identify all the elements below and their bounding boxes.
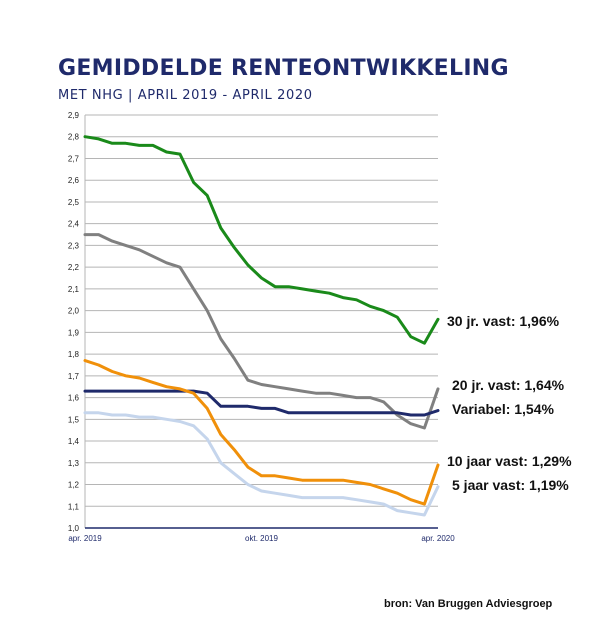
series-end-label-10jaar: 10 jaar vast: 1,29%: [447, 453, 572, 469]
source-note: bron: Van Bruggen Adviesgroep: [384, 598, 553, 610]
y-tick-label: 1,1: [68, 502, 80, 511]
y-tick-label: 2,0: [68, 307, 80, 316]
series-end-label-30jr: 30 jr. vast: 1,96%: [447, 313, 560, 329]
y-tick-label: 1,9: [68, 328, 80, 337]
y-tick-label: 2,7: [68, 154, 80, 163]
series-line-5-jaar-vast: [83, 411, 440, 517]
y-tick-label: 1,3: [68, 459, 80, 468]
y-tick-label: 2,4: [68, 220, 80, 229]
y-tick-label: 1,0: [68, 524, 80, 533]
y-tick-label: 2,6: [68, 176, 80, 185]
chart-subtitle: MET NHG | APRIL 2019 - APRIL 2020: [58, 88, 313, 103]
x-tick-label: okt. 2019: [245, 534, 278, 543]
y-tick-label: 2,8: [68, 133, 80, 142]
series-end-label-5jaar: 5 jaar vast: 1,19%: [452, 477, 569, 493]
series-line-30-jr-vast: [83, 135, 440, 345]
x-tick-label: apr. 2020: [421, 534, 455, 543]
series-line-20-jr-vast: [83, 233, 440, 430]
y-tick-label: 2,5: [68, 198, 80, 207]
series-line-variabel: [83, 389, 440, 417]
y-tick-label: 1,7: [68, 372, 80, 381]
y-tick-label: 1,4: [68, 437, 80, 446]
y-tick-label: 2,1: [68, 285, 80, 294]
y-tick-label: 1,2: [68, 481, 80, 490]
y-tick-label: 2,2: [68, 263, 80, 272]
y-tick-label: 2,9: [68, 111, 80, 120]
series-end-label-20jr: 20 jr. vast: 1,64%: [452, 377, 565, 393]
y-tick-label: 1,8: [68, 350, 80, 359]
chart-title: GEMIDDELDE RENTEONTWIKKELING: [58, 56, 509, 81]
y-tick-label: 2,3: [68, 241, 80, 250]
x-tick-label: apr. 2019: [68, 534, 102, 543]
y-tick-label: 1,5: [68, 415, 80, 424]
y-tick-label: 1,6: [68, 394, 80, 403]
series-end-label-variabel: Variabel: 1,54%: [452, 401, 554, 417]
series-line-10-jaar-vast: [83, 359, 440, 506]
